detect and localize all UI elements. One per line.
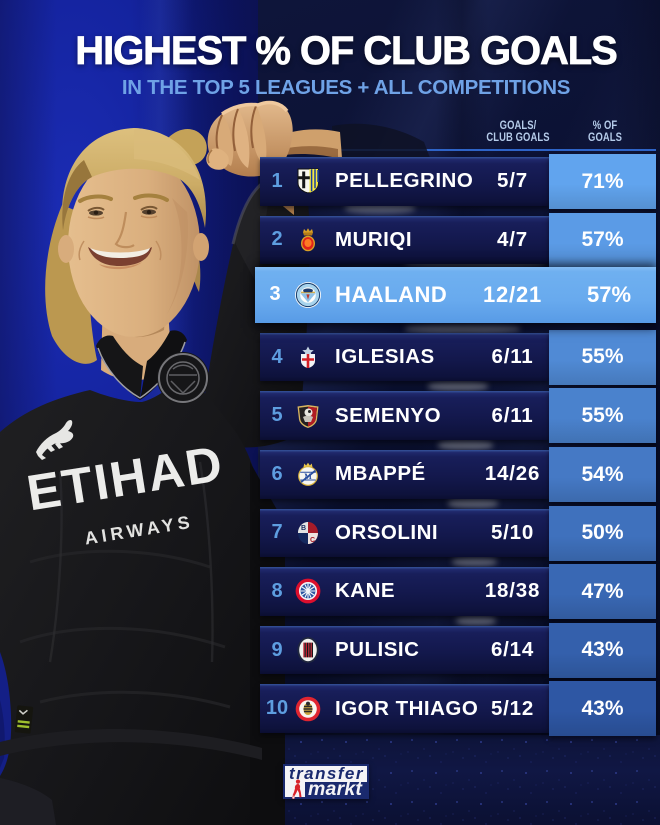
- svg-text:B: B: [301, 525, 306, 532]
- svg-text:M: M: [304, 472, 312, 481]
- svg-text:C: C: [310, 537, 315, 544]
